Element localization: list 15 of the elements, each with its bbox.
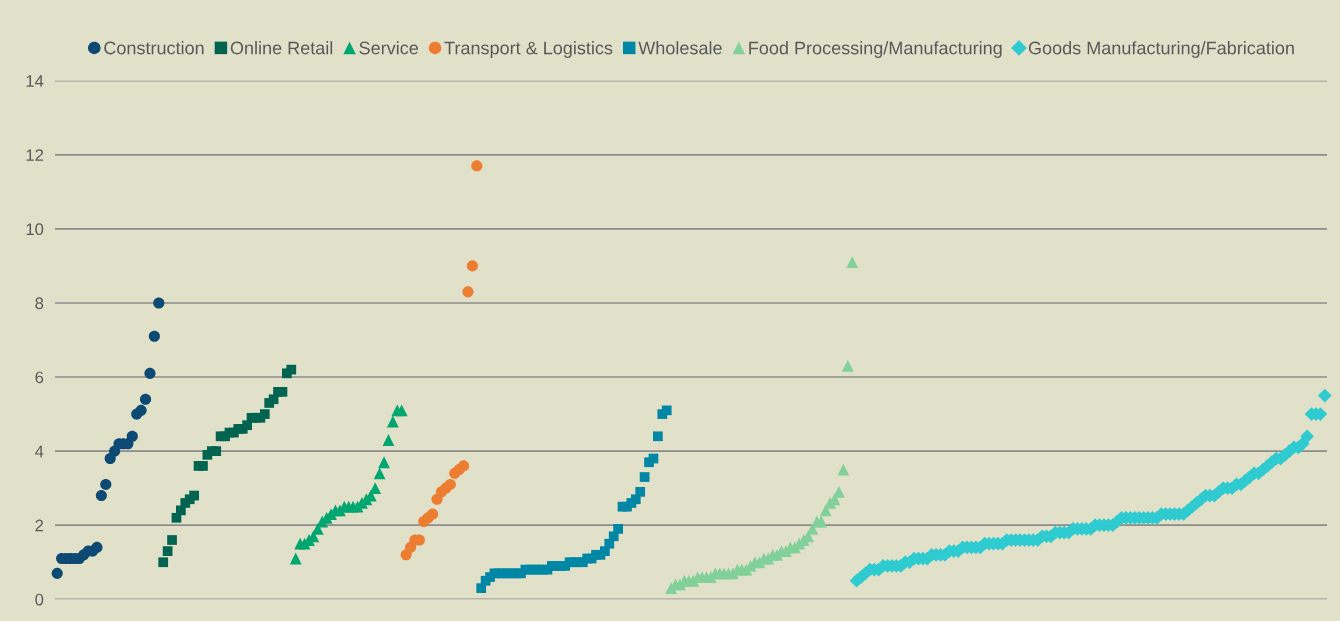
- y-tick-label: 6: [35, 371, 44, 384]
- y-tick-label: 14: [26, 75, 44, 87]
- legend-label: Goods Manufacturing/Fabrication: [1028, 41, 1294, 58]
- legend-label: Food Processing/Manufacturing: [749, 41, 1002, 58]
- legend-label: Service: [359, 41, 418, 55]
- y-tick-label: 2: [35, 519, 44, 532]
- y-tick-label: 12: [26, 149, 44, 161]
- y-tick-label: 8: [35, 297, 44, 310]
- y-tick-label: 10: [26, 223, 44, 236]
- legend-label: Online Retail: [230, 41, 333, 55]
- legend-label: Wholesale: [638, 41, 722, 55]
- legend-label: Transport & Logistics: [444, 41, 613, 58]
- y-tick-label: 4: [35, 445, 44, 458]
- legend-label: Construction: [104, 41, 204, 55]
- y-tick-label: 0: [35, 593, 44, 606]
